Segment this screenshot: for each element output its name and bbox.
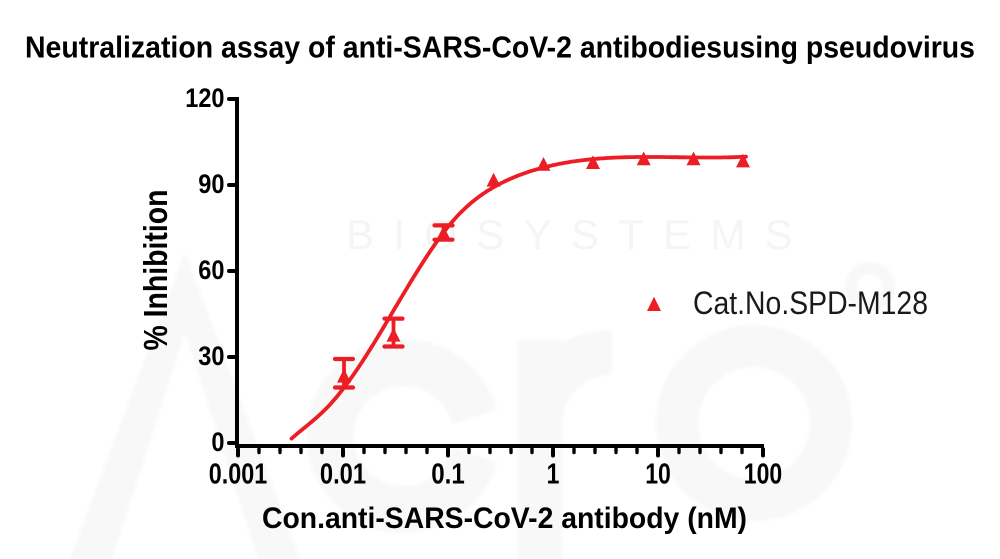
svg-text:1: 1 (547, 459, 560, 491)
svg-text:10: 10 (645, 459, 671, 491)
svg-text:90: 90 (198, 169, 224, 199)
svg-text:30: 30 (198, 341, 224, 371)
svg-text:60: 60 (198, 255, 224, 285)
svg-text:% Inhibition: % Inhibition (138, 190, 175, 351)
svg-text:0: 0 (211, 427, 224, 457)
svg-text:Cat.No.SPD-M128: Cat.No.SPD-M128 (693, 285, 928, 321)
svg-text:0.1: 0.1 (431, 459, 465, 491)
svg-text:Neutralization assay of anti-S: Neutralization assay of anti-SARS-CoV-2 … (25, 30, 975, 65)
svg-text:Con.anti-SARS-CoV-2 antibody (: Con.anti-SARS-CoV-2 antibody (nM) (262, 502, 747, 535)
svg-text:0.001: 0.001 (209, 459, 268, 491)
svg-text:120: 120 (185, 83, 224, 113)
svg-text:0.01: 0.01 (320, 459, 366, 491)
svg-text:100: 100 (744, 459, 782, 491)
svg-text:BIOSYSTEMS: BIOSYSTEMS (346, 211, 812, 258)
